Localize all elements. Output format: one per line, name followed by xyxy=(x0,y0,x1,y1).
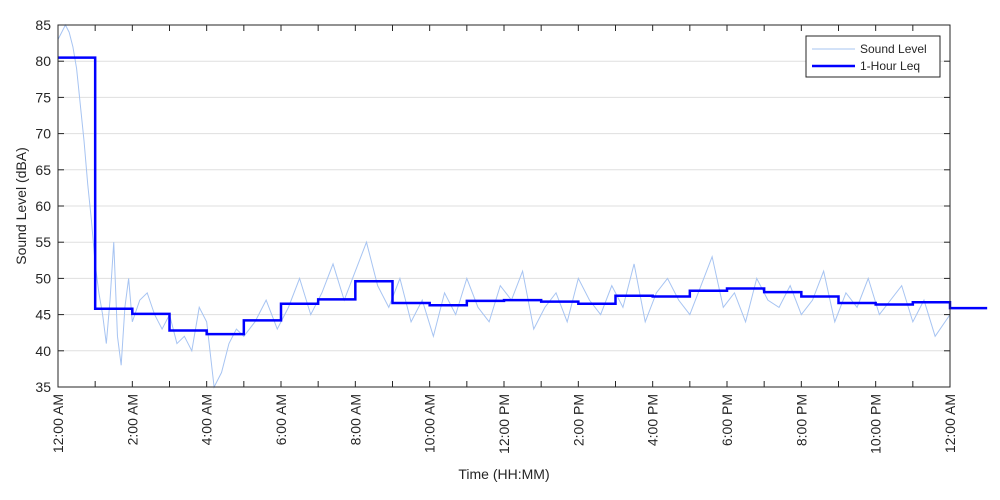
y-axis-label: Sound Level (dBA) xyxy=(13,147,29,265)
x-tick-label: 8:00 PM xyxy=(793,394,809,446)
legend-label-hourly-leq: 1-Hour Leq xyxy=(860,59,920,73)
x-tick-label: 8:00 AM xyxy=(347,394,363,445)
series-layer xyxy=(57,23,988,389)
y-gridlines xyxy=(58,60,950,352)
legend-box xyxy=(805,35,941,78)
x-tick-label: 4:00 PM xyxy=(645,394,661,446)
legend: Sound Level 1-Hour Leq xyxy=(805,35,941,78)
y-tick-label: 60 xyxy=(35,198,51,214)
series-hourly-leq xyxy=(58,56,988,336)
x-tick-label: 6:00 PM xyxy=(719,394,735,446)
x-tick-label: 2:00 AM xyxy=(124,394,140,445)
y-tick-label: 75 xyxy=(35,89,51,105)
y-tick-label: 85 xyxy=(35,17,51,33)
y-tick-label: 70 xyxy=(35,126,51,142)
tick-labels: 35 40 45 50 55 60 65 70 75 80 85 12:00 AM 2:00 AM 4:0… xyxy=(35,17,958,454)
axis-ticks xyxy=(57,24,951,388)
y-tick-label: 65 xyxy=(35,162,51,178)
x-tick-label: 6:00 AM xyxy=(273,394,289,445)
y-tick-label: 35 xyxy=(35,379,51,395)
x-tick-label: 12:00 PM xyxy=(496,394,512,454)
x-tick-label: 12:00 AM xyxy=(50,394,66,453)
y-tick-label: 55 xyxy=(35,234,51,250)
x-tick-label: 10:00 PM xyxy=(868,394,884,454)
x-tick-label: 2:00 PM xyxy=(570,394,586,446)
legend-label-sound-level: Sound Level xyxy=(860,42,927,56)
y-tick-label: 40 xyxy=(35,343,51,359)
x-axis-label: Time (HH:MM) xyxy=(458,466,549,482)
x-tick-label: 4:00 AM xyxy=(199,394,215,445)
y-tick-label: 45 xyxy=(35,307,51,323)
x-tick-label: 12:00 AM xyxy=(942,394,958,453)
x-tick-label: 10:00 AM xyxy=(422,394,438,453)
y-tick-label: 50 xyxy=(35,270,51,286)
y-tick-label: 80 xyxy=(35,53,51,69)
